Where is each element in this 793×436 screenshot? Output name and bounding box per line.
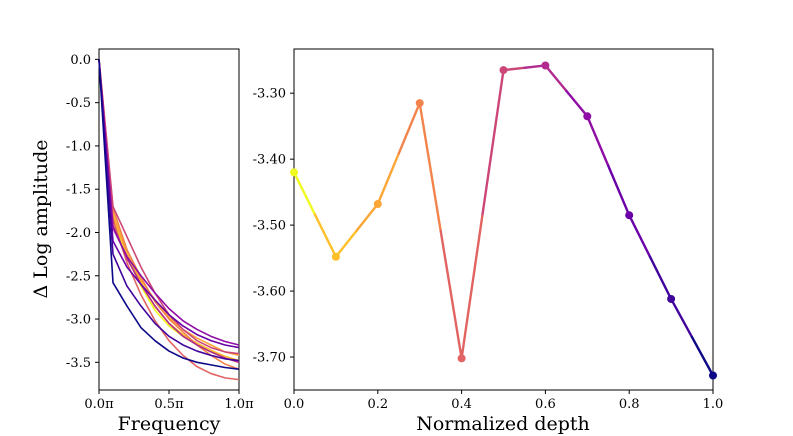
y-tick-label: -3.0	[66, 313, 91, 328]
depth-point-marker	[583, 112, 592, 121]
y-tick-label: -0.5	[66, 96, 91, 111]
y-tick-label: -3.50	[253, 219, 286, 234]
y-tick-label: -1.5	[66, 183, 91, 198]
x-tick-label: 0.0π	[84, 397, 114, 412]
y-tick-label: -3.60	[253, 285, 286, 300]
series-line-d1-0	[98, 59, 240, 371]
depth-point-marker	[499, 66, 508, 75]
right-plot-frame	[293, 48, 714, 391]
depth-point-marker	[625, 211, 634, 220]
left-series-group	[98, 59, 240, 381]
depth-line-segment	[376, 152, 400, 206]
left-y-axis-title: Δ Log amplitude	[30, 140, 52, 299]
series-line-d0-3	[98, 59, 240, 370]
depth-line-segment	[397, 101, 421, 155]
depth-line-segment	[355, 202, 379, 232]
y-tick-label: -3.30	[253, 87, 286, 102]
depth-point-marker	[709, 371, 717, 380]
right-y-ticks: -3.30 -3.40 -3.50 -3.60 -3.70	[253, 87, 294, 366]
depth-line-segment	[607, 164, 631, 217]
depth-line-segment	[292, 171, 317, 216]
series-line-d0-9	[98, 59, 240, 362]
right-series-group	[292, 64, 715, 377]
left-x-axis-title: Frequency	[118, 413, 221, 435]
depth-line-segment	[418, 101, 442, 232]
right-panel: 0.0 0.2 0.4 0.6 0.8 1.0 -3.30-3.40-3.50-3.60-…	[253, 48, 724, 435]
y-tick-label: -2.5	[66, 269, 91, 284]
series-line-d0-2	[98, 59, 240, 357]
left-y-ticks: 0.0 -0.5 -1.0 -1.5 -2.0 -2.5 -3.0 -3.5	[66, 53, 99, 371]
depth-point-marker	[331, 252, 340, 261]
depth-line-segment	[334, 229, 359, 258]
depth-line-segment	[628, 214, 652, 259]
y-tick-label: -1.0	[66, 139, 91, 154]
depth-point-marker	[290, 168, 298, 177]
depth-line-segment	[565, 89, 589, 118]
depth-point-marker	[415, 99, 424, 108]
x-tick-label: 0.4	[451, 397, 472, 412]
right-x-axis-title: Normalized depth	[416, 413, 590, 435]
depth-line-segment	[481, 68, 505, 216]
x-tick-label: 0.8	[619, 397, 640, 412]
depth-line-segment	[460, 213, 484, 360]
x-tick-label: 1.0	[703, 397, 724, 412]
y-tick-label: -3.70	[253, 351, 286, 366]
depth-line-segment	[648, 255, 673, 301]
depth-line-segment	[690, 336, 715, 377]
x-tick-label: 0.6	[535, 397, 556, 412]
depth-line-segment	[586, 115, 610, 167]
x-tick-label: 1.0π	[224, 397, 254, 412]
depth-line-segment	[669, 297, 694, 339]
depth-point-marker	[457, 354, 466, 363]
depth-line-segment	[439, 229, 463, 360]
y-tick-label: -2.0	[66, 226, 91, 241]
y-tick-label: 0.0	[70, 53, 91, 68]
left-panel: 0.0π 0.5π 1.0π 0.0 -0.5 -1.0 -1.5 -2.0 -2.5 -3.0…	[30, 48, 254, 435]
right-x-ticks: 0.0 0.2 0.4 0.6 0.8 1.0	[284, 390, 724, 412]
series-line-d0-4	[98, 59, 240, 381]
series-line-d0-7	[98, 59, 240, 346]
x-tick-label: 0.0	[284, 397, 305, 412]
depth-line-segment	[544, 64, 568, 93]
right-markers-group	[290, 61, 717, 380]
depth-point-marker	[541, 61, 550, 70]
depth-point-marker	[667, 294, 676, 303]
x-tick-label: 0.5π	[154, 397, 184, 412]
depth-line-segment	[313, 213, 338, 258]
y-tick-label: -3.5	[66, 356, 91, 371]
x-tick-label: 0.2	[367, 397, 388, 412]
y-tick-label: -3.40	[253, 153, 286, 168]
left-x-ticks: 0.0π 0.5π 1.0π	[84, 390, 254, 412]
depth-point-marker	[373, 200, 382, 208]
series-line-d0-8	[98, 59, 240, 349]
